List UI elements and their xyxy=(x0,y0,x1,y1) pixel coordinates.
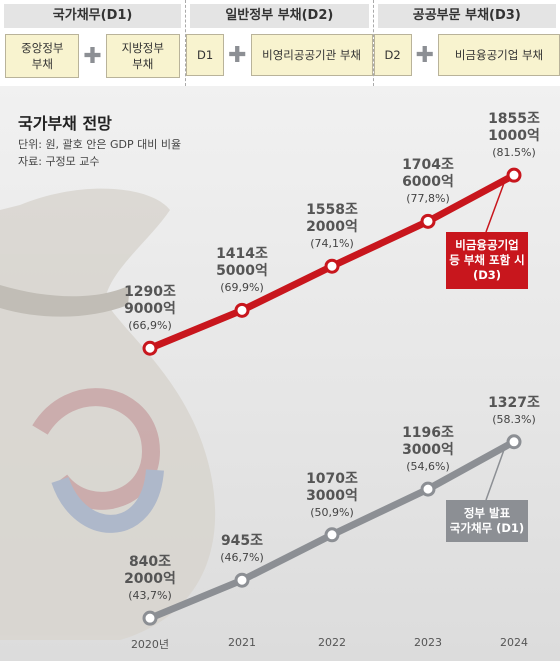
point xyxy=(324,527,340,543)
value-label: 1855조 1000억 xyxy=(488,111,540,145)
x-tick-label: 2020년 xyxy=(130,638,170,651)
x-tick-label: 2023 xyxy=(414,636,442,649)
group-row: 중앙정부 부채 ✚ 지방정부 부채 xyxy=(0,34,185,78)
ratio-label: (50,9%) xyxy=(310,505,354,519)
x-tick-label: 2022 xyxy=(318,636,346,649)
part-box: D1 xyxy=(186,34,225,76)
definition-group: 국가채무(D1) 중앙정부 부채 ✚ 지방정부 부채 xyxy=(0,0,187,86)
data-label: 1070조 3000억 (50,9%) xyxy=(302,471,362,519)
chart-title: 국가부채 전망 xyxy=(18,114,112,133)
definitions: 국가채무(D1) 중앙정부 부채 ✚ 지방정부 부채 일반정부 부채(D2) D1 ✚ 비영리… xyxy=(0,0,560,86)
chart-source: 자료: 구정모 교수 xyxy=(18,155,100,168)
data-label: 1558조 2000억 (74,1%) xyxy=(302,202,362,250)
part-box: 지방정부 부채 xyxy=(105,34,180,78)
value-label: 840조 2000억 xyxy=(124,554,176,588)
point xyxy=(324,258,340,274)
callout-leader xyxy=(485,449,505,501)
x-tick-label: 2024 xyxy=(500,636,528,649)
ratio-label: (66,9%) xyxy=(128,319,172,333)
data-label: 1855조 1000억 (81.5%) xyxy=(484,111,544,159)
plus-icon: ✚ xyxy=(415,42,434,68)
point xyxy=(142,340,158,356)
chart-subtitle: 단위: 원, 괄호 안은 GDP 대비 비율 xyxy=(18,138,182,151)
ratio-label: (69,9%) xyxy=(220,281,264,295)
group-row: D2 ✚ 비금융공기업 부채 xyxy=(373,34,560,76)
group-title: 국가채무(D1) xyxy=(4,4,182,28)
point xyxy=(142,610,158,626)
data-label: 840조 2000억 (43,7%) xyxy=(120,554,180,602)
plus-icon: ✚ xyxy=(83,43,102,69)
point xyxy=(234,302,250,318)
value-label: 1558조 2000억 xyxy=(306,202,358,236)
group-title: 공공부문 부채(D3) xyxy=(377,4,556,28)
ratio-label: (46,7%) xyxy=(220,551,264,565)
value-label: 1704조 6000억 xyxy=(402,157,454,191)
definition-group: 공공부문 부채(D3) D2 ✚ 비금융공기업 부채 xyxy=(373,0,560,86)
ratio-label: (81.5%) xyxy=(492,146,536,160)
data-label: 1414조 5000억 (69,9%) xyxy=(212,246,272,294)
group-title: 일반정부 부채(D2) xyxy=(190,4,369,28)
data-label: 1196조 3000억 (54,6%) xyxy=(398,425,458,473)
data-label: 945조 (46,7%) xyxy=(212,533,272,564)
point xyxy=(506,434,522,450)
legend-callout: 정부 발표 국가채무 (D1) xyxy=(446,500,528,542)
plus-icon: ✚ xyxy=(228,42,247,68)
ratio-label: (54,6%) xyxy=(406,460,450,474)
point xyxy=(420,481,436,497)
value-label: 945조 xyxy=(220,533,264,550)
legend-callout: 비금융공기업 등 부채 포함 시 (D3) xyxy=(446,232,528,289)
value-label: 1070조 3000억 xyxy=(306,470,358,504)
part-box: 비금융공기업 부채 xyxy=(438,34,560,76)
definition-group: 일반정부 부채(D2) D1 ✚ 비영리공공기관 부채 xyxy=(186,0,374,86)
x-tick-label: 2021 xyxy=(228,636,256,649)
ratio-label: (77,8%) xyxy=(406,192,450,206)
value-label: 1414조 5000억 xyxy=(216,246,268,280)
data-label: 1327조 (58.3%) xyxy=(484,395,544,426)
part-box: 중앙정부 부채 xyxy=(5,34,80,78)
value-label: 1327조 xyxy=(488,394,540,411)
value-label: 1196조 3000억 xyxy=(402,425,454,459)
data-label: 1290조 9000억 (66,9%) xyxy=(120,284,180,332)
ratio-label: (43,7%) xyxy=(128,589,172,603)
point xyxy=(506,167,522,183)
ratio-label: (74,1%) xyxy=(310,237,354,251)
ratio-label: (58.3%) xyxy=(492,412,536,426)
money-bag xyxy=(0,188,216,641)
point xyxy=(234,572,250,588)
part-box: 비영리공공기관 부채 xyxy=(250,34,373,76)
callout-leader xyxy=(485,182,505,233)
group-row: D1 ✚ 비영리공공기관 부채 xyxy=(186,34,373,76)
part-box: D2 xyxy=(373,34,412,76)
data-label: 1704조 6000억 (77,8%) xyxy=(398,157,458,205)
value-label: 1290조 9000억 xyxy=(124,284,176,318)
point xyxy=(420,213,436,229)
